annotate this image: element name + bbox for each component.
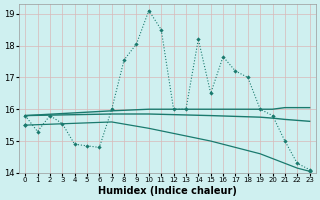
X-axis label: Humidex (Indice chaleur): Humidex (Indice chaleur) [98, 186, 237, 196]
